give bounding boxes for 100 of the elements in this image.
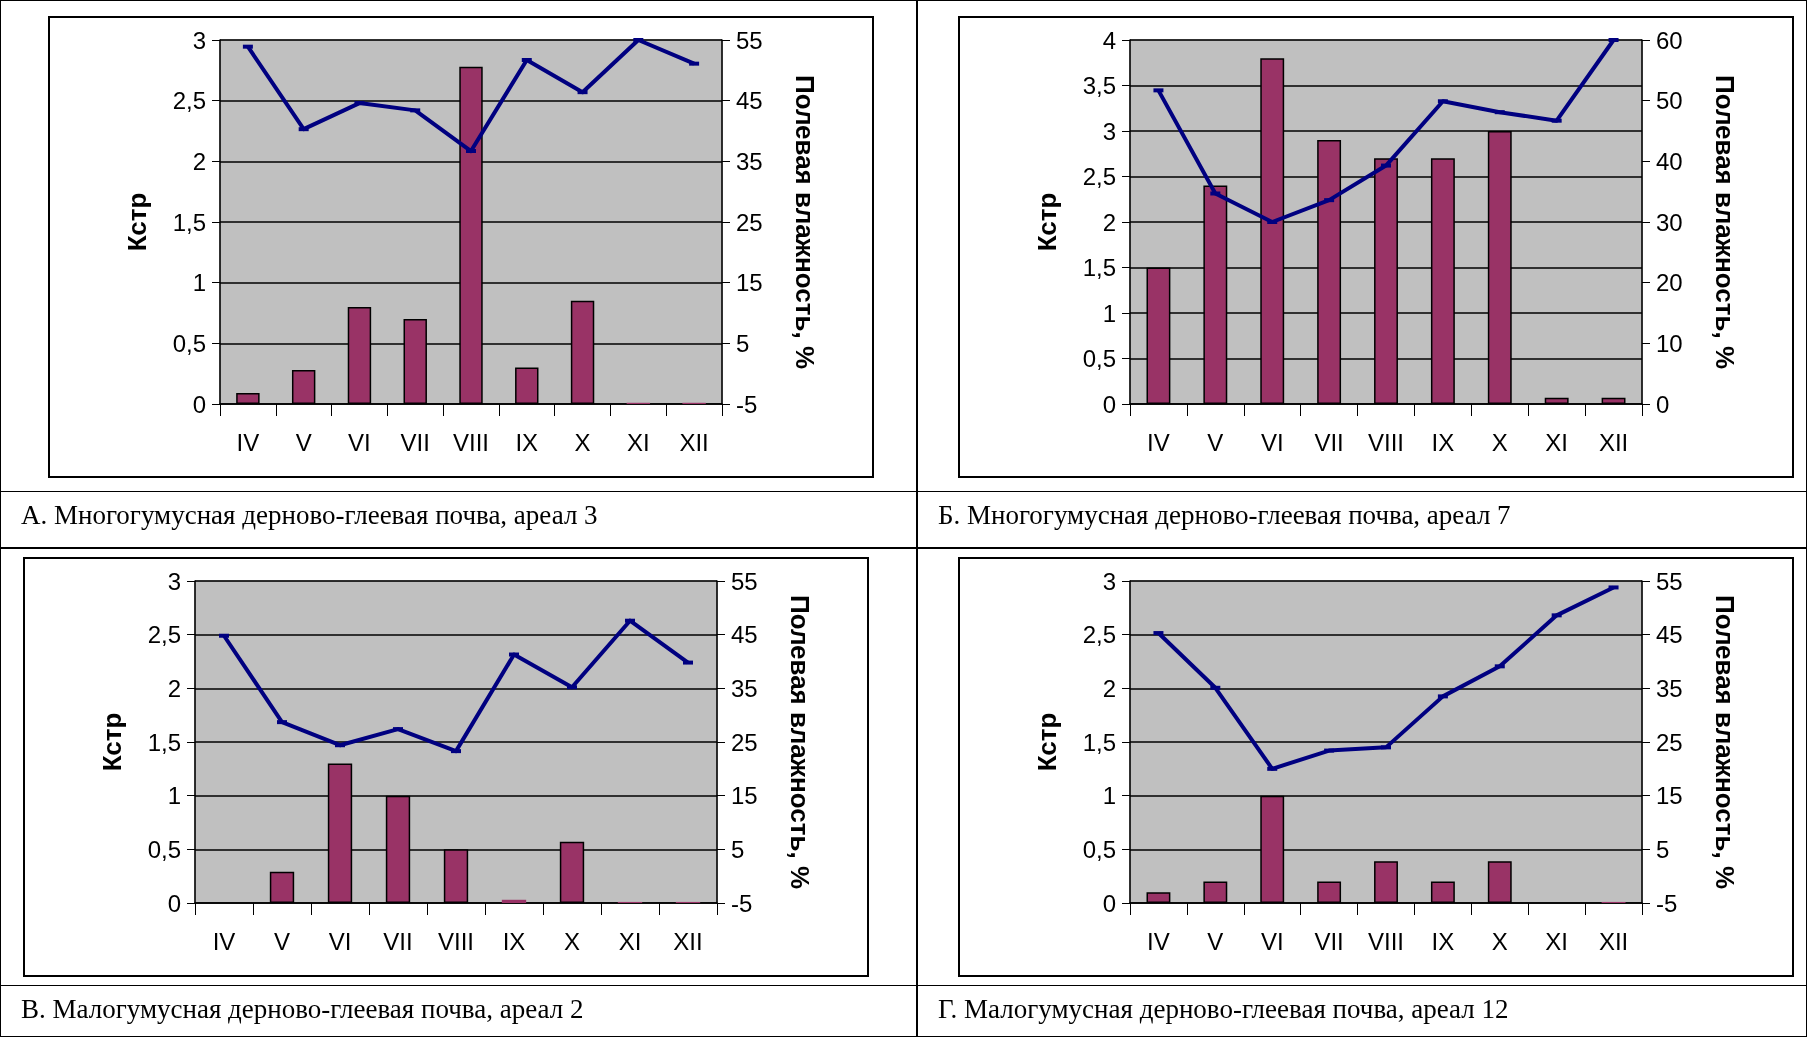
y-tick-label: 2: [192, 147, 206, 175]
y-tick-label: 0,5: [172, 329, 206, 357]
y-tick-label: 1,5: [1082, 254, 1116, 281]
x-tick-label: XI: [626, 428, 650, 456]
y-tick-label: 3,5: [1082, 72, 1116, 99]
y2-tick-label: 30: [1656, 208, 1683, 236]
x-tick-label: XII: [679, 428, 709, 456]
y-axis-title: Кстр: [122, 192, 152, 252]
x-tick-label: VII: [1314, 927, 1344, 955]
y-tick-label: 3: [192, 26, 206, 54]
x-tick-label: X: [574, 428, 591, 456]
y2-tick-label: 15: [731, 782, 758, 810]
y2-tick-label: 55: [731, 567, 758, 595]
y-axis-title: Кстр: [97, 712, 127, 772]
y2-tick-label: 40: [1656, 147, 1683, 175]
y-tick-label: 2: [167, 674, 181, 702]
y2-tick-label: 25: [736, 208, 763, 236]
text: Б. Многогумусная дерново-глеевая почва, ареал 7: [918, 491, 1806, 531]
y2-tick-label: 5: [736, 329, 750, 357]
y2-tick-label: 5: [731, 835, 745, 863]
y-tick-label: 2,5: [172, 87, 206, 115]
x-tick-label: X: [563, 927, 581, 955]
y-tick-label: 0: [1102, 889, 1116, 917]
y-tick-label: 0,5: [147, 835, 181, 863]
y2-tick-label: 25: [731, 728, 758, 756]
y2-tick-label: 55: [1656, 567, 1683, 595]
x-tick-label: V: [1207, 927, 1224, 955]
x-tick-label: VIII: [437, 927, 475, 955]
x-tick-label: VI: [348, 428, 371, 456]
y-tick-label: 3: [167, 567, 181, 595]
x-tick-label: IX: [502, 927, 526, 955]
y-tick-label: 0,5: [1082, 835, 1116, 863]
y-axis-title: Кстр: [1032, 712, 1062, 772]
x-tick-label: XI: [1545, 927, 1569, 955]
y2-tick-label: 20: [1656, 269, 1683, 297]
y2-tick-label: 15: [736, 269, 763, 297]
x-tick-label: X: [1491, 428, 1508, 456]
y2-tick-label: 10: [1656, 329, 1683, 357]
y-tick-label: 2: [1102, 208, 1116, 236]
x-tick-label: IV: [236, 428, 260, 456]
y2-tick-label: -5: [736, 390, 758, 418]
y2-tick-label: 15: [1656, 782, 1683, 810]
x-tick-label: VIII: [452, 428, 490, 456]
text: А. Многогумусная дерново-глеевая почва, ареал 3: [1, 491, 916, 531]
x-tick-label: VI: [1260, 927, 1284, 955]
x-tick-label: XI: [1545, 428, 1569, 456]
x-tick-label: IX: [1431, 927, 1455, 955]
x-tick-label: XII: [1598, 927, 1629, 955]
y2-tick-label: 0: [1656, 390, 1670, 418]
y-tick-label: 0: [1102, 390, 1116, 418]
x-tick-label: VI: [1260, 428, 1284, 456]
x-tick-label: IV: [1147, 927, 1170, 955]
y-tick-label: 1: [1102, 299, 1116, 327]
y-tick-label: 1,5: [172, 208, 206, 236]
y2-axis-title: Полевая влажность, %: [790, 74, 820, 370]
y2-tick-label: 35: [731, 674, 758, 702]
y-tick-label: 2: [1102, 674, 1116, 702]
y-tick-label: 0,5: [1082, 345, 1116, 372]
x-tick-label: V: [273, 927, 291, 955]
y-tick-label: 1,5: [1082, 728, 1116, 756]
y2-tick-label: 55: [736, 26, 763, 54]
x-tick-label: VII: [1314, 428, 1344, 456]
text: В. Малогумусная дерново-глеевая почва, ареал 2: [1, 985, 916, 1025]
y-tick-label: 0: [167, 889, 181, 917]
y2-tick-label: 45: [1656, 621, 1683, 649]
x-tick-label: V: [1207, 428, 1224, 456]
x-tick-label: VIII: [1367, 927, 1405, 955]
x-tick-label: XI: [618, 927, 642, 955]
y-tick-label: 2,5: [1082, 163, 1116, 190]
y2-tick-label: -5: [1656, 889, 1678, 917]
x-tick-label: VII: [383, 927, 413, 955]
y2-axis-title: Полевая влажность, %: [785, 594, 815, 890]
y-tick-label: 0: [192, 390, 206, 418]
y2-tick-label: 50: [1656, 87, 1683, 115]
x-tick-label: V: [295, 428, 312, 456]
x-tick-label: VII: [400, 428, 430, 456]
y2-axis-title: Полевая влажность, %: [1710, 74, 1740, 370]
text: Г. Малогумусная дерново-глеевая почва, ареал 12: [918, 985, 1806, 1025]
y-tick-label: 4: [1102, 26, 1116, 54]
y2-tick-label: 25: [1656, 728, 1683, 756]
y2-tick-label: 45: [736, 87, 763, 115]
x-tick-label: IX: [1431, 428, 1455, 456]
x-tick-label: IX: [515, 428, 539, 456]
y2-tick-label: 35: [1656, 674, 1683, 702]
y-tick-label: 1: [167, 782, 181, 810]
y2-tick-label: 45: [731, 621, 758, 649]
y-tick-label: 3: [1102, 117, 1116, 145]
x-tick-label: VI: [328, 927, 352, 955]
x-tick-label: IV: [1147, 428, 1170, 456]
x-tick-label: X: [1491, 927, 1508, 955]
x-tick-label: XII: [1598, 428, 1629, 456]
x-tick-label: XII: [673, 927, 703, 955]
y-axis-title: Кстр: [1032, 192, 1062, 252]
y2-tick-label: 5: [1656, 835, 1670, 863]
y-tick-label: 1,5: [147, 728, 181, 756]
y-tick-label: 3: [1102, 567, 1116, 595]
y2-tick-label: -5: [731, 889, 753, 917]
y-tick-label: 2,5: [1082, 621, 1116, 649]
y-tick-label: 2,5: [147, 621, 181, 649]
y-tick-label: 1: [1102, 782, 1116, 810]
